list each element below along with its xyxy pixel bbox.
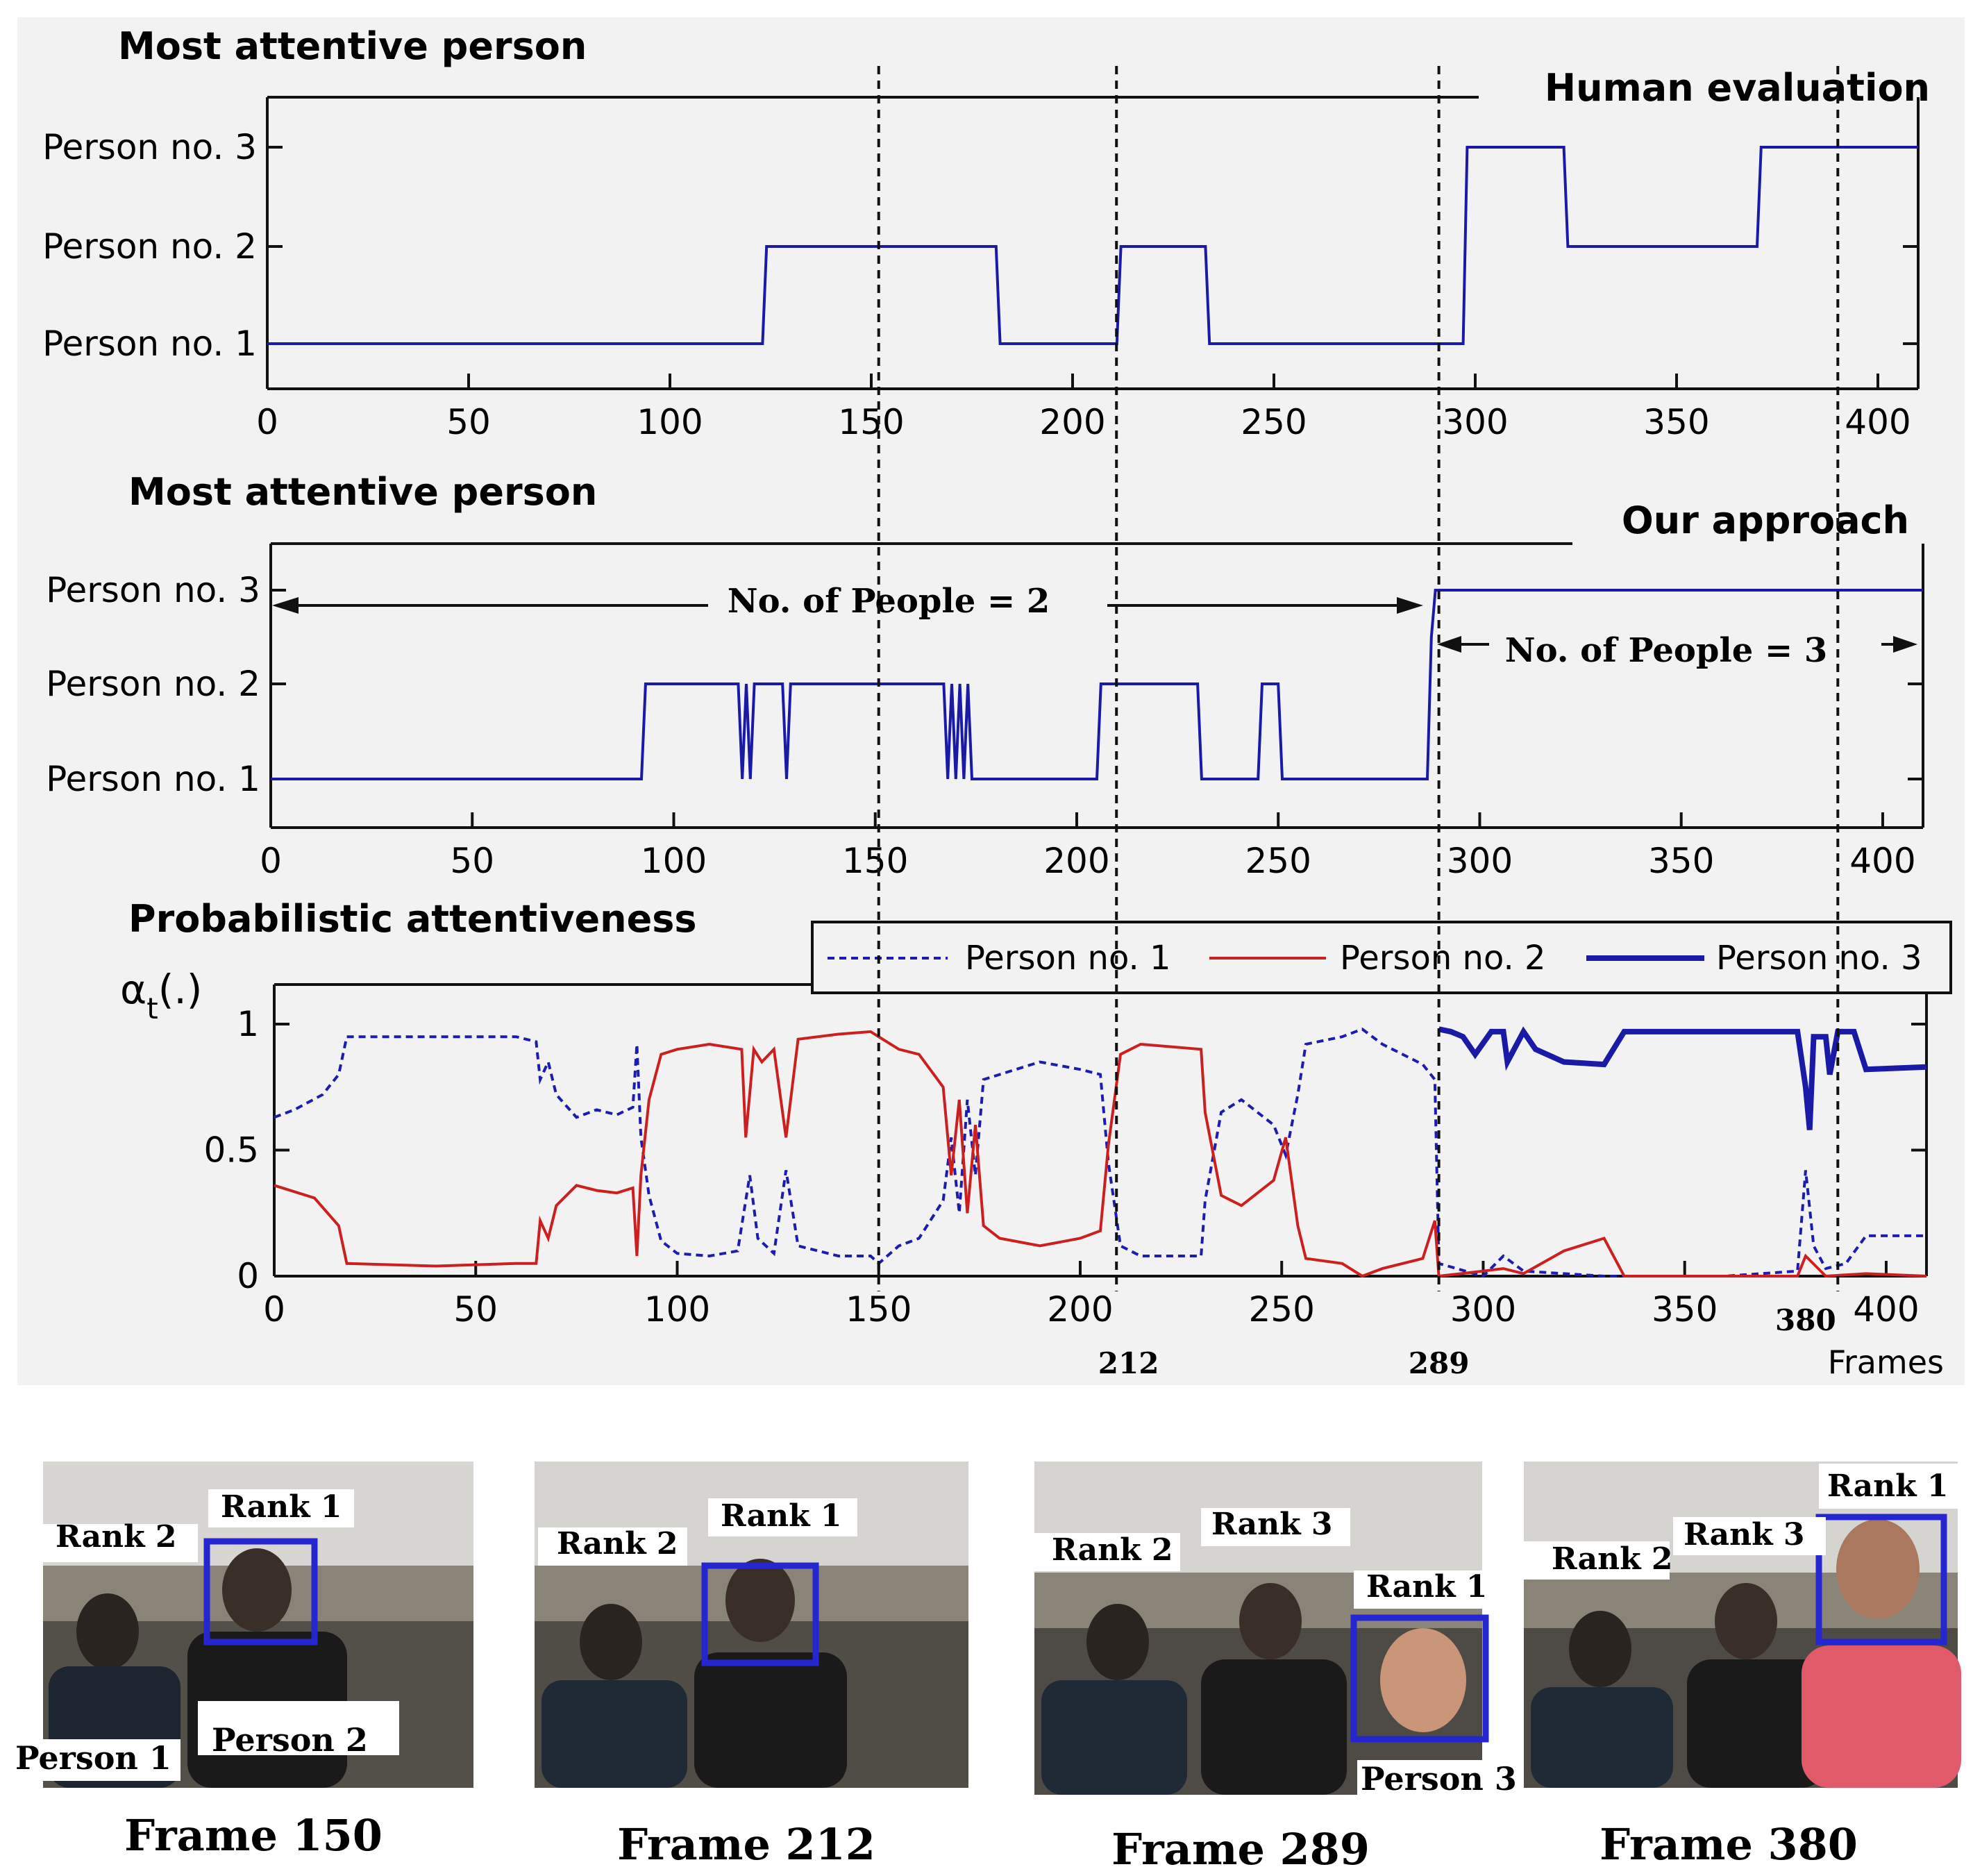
ytick-label: Person no. 3 [42,127,257,167]
frame-marker-lines [877,66,1840,1291]
frame-212-rank1-box [701,1562,819,1666]
xtick-label: 350 [1648,841,1714,881]
xtick-label: 300 [1450,1289,1516,1330]
ytick-label: 1 [237,1004,259,1044]
human-evaluation-chart: Most attentive person Human evaluation P… [42,24,1930,442]
ytick-label: 0 [237,1256,259,1296]
frame-150-rank1-box [203,1538,318,1645]
xtick-label: 200 [1047,1289,1113,1330]
frame-380-thumbnail: Rank 2 Rank 3 Rank 1 Frame 380 [1520,1462,1961,1870]
people3-arrow-right-head [1893,636,1917,653]
xtick-label: 50 [453,1289,498,1330]
frame-150-label-rank2: Rank 2 [56,1519,177,1555]
frame-212-caption: Frame 212 [617,1819,875,1870]
chart2-title: Most attentive person [128,470,597,514]
series-person1-line [274,1028,1926,1278]
frame-thumbnails: Rank 2 Rank 1 Person 1 Person 2 Frame 15… [10,1462,1961,1875]
our-approach-chart: Most attentive person Our approach Perso… [46,470,1924,881]
xtick-label: 100 [644,1289,710,1330]
frame-289-caption: Frame 289 [1111,1824,1370,1875]
frame-380-label-rank3: Rank 3 [1684,1517,1805,1552]
xtick-label: 0 [260,841,282,881]
xtick-label: 200 [1039,402,1105,442]
ytick-label: 0.5 [203,1130,259,1171]
frame-212-label-rank1: Rank 1 [721,1498,842,1534]
xtick-label: 150 [846,1289,912,1330]
legend-label-person1: Person no. 1 [965,939,1171,978]
legend-box [811,921,1952,994]
frame-289-label-rank2: Rank 2 [1052,1532,1173,1568]
xtick-label: 0 [256,402,278,442]
chart3-ylabel: αt(.) [120,966,202,1025]
frame-380-label-rank1: Rank 1 [1827,1468,1949,1504]
xtick-label: 300 [1447,841,1513,881]
series-person2-line [274,1030,1927,1278]
frame-212-thumbnail: Rank 2 Rank 1 Frame 212 [535,1462,968,1870]
people3-annotation: No. of People = 3 [1505,631,1828,670]
our-approach-line [271,589,1923,780]
chart3-xlabel: Frames [1828,1343,1944,1381]
frame-marker-label: 380 [1775,1303,1836,1337]
human-evaluation-line [267,146,1918,345]
xtick-label: 400 [1849,841,1915,881]
frame-380-label-rank2: Rank 2 [1552,1541,1673,1577]
xtick-label: 0 [263,1289,285,1330]
xtick-label: 150 [842,841,908,881]
frame-marker-label: 289 [1409,1346,1470,1380]
frame-289-thumbnail: Rank 2 Rank 3 Rank 1 Person 3 Frame 289 [1034,1462,1527,1875]
people2-annotation: No. of People = 2 [728,582,1050,621]
xtick-label: 50 [450,841,494,881]
xtick-label: 350 [1652,1289,1718,1330]
people2-arrow-right-head [1397,597,1423,614]
xtick-label: 100 [637,402,703,442]
xtick-label: 400 [1845,402,1911,442]
frame-212-label-rank2: Rank 2 [557,1526,678,1561]
frame-150-thumbnail: Rank 2 Rank 1 Person 1 Person 2 Frame 15… [10,1462,473,1861]
people2-arrow-left-head [272,597,299,614]
ytick-label: Person no. 1 [46,759,260,799]
xtick-label: 250 [1245,841,1311,881]
frame-289-rank1-box [1350,1614,1489,1743]
legend-label-person3: Person no. 3 [1716,939,1922,978]
frame-150-label-person2: Person 2 [212,1721,368,1759]
frame-150-label-person1: Person 1 [15,1739,171,1777]
frame-289-label-rank1: Rank 1 [1366,1569,1488,1605]
xtick-label: 250 [1249,1289,1315,1330]
frame-150-caption: Frame 150 [124,1810,383,1861]
frame-380-caption: Frame 380 [1600,1819,1858,1870]
frame-150-label-rank1: Rank 1 [221,1489,342,1525]
ytick-label: Person no. 2 [46,664,260,704]
frame-289-label-rank3: Rank 3 [1211,1507,1333,1542]
ytick-label: Person no. 1 [42,324,257,364]
xtick-label: 150 [838,402,904,442]
xtick-label: 200 [1043,841,1109,881]
frame-marker-label: 212 [1098,1346,1159,1380]
legend: Person no. 1 Person no. 2 Person no. 3 [811,921,1952,994]
xtick-label: 250 [1241,402,1307,442]
series-person3-line [1438,1026,1927,1130]
xtick-label: 100 [641,841,707,881]
probabilistic-attentiveness-chart: Probabilistic attentiveness αt(.) Frames… [120,897,1952,1381]
frame-380-rank1-box [1815,1514,1947,1645]
people3-arrow-left-head [1437,636,1461,653]
xtick-label: 50 [446,402,491,442]
chart1-series-label: Human evaluation [1545,66,1930,110]
chart3-title: Probabilistic attentiveness [128,897,697,941]
ytick-label: Person no. 2 [42,226,257,267]
chart-panel-background [17,17,1965,1385]
frame-289-label-person3: Person 3 [1361,1760,1517,1798]
chart2-series-label: Our approach [1622,499,1909,542]
ytick-label: Person no. 3 [46,570,260,610]
xtick-label: 400 [1853,1289,1919,1330]
xtick-label: 350 [1643,402,1709,442]
legend-label-person2: Person no. 2 [1340,939,1546,978]
xtick-label: 300 [1442,402,1508,442]
chart1-title: Most attentive person [118,24,587,68]
